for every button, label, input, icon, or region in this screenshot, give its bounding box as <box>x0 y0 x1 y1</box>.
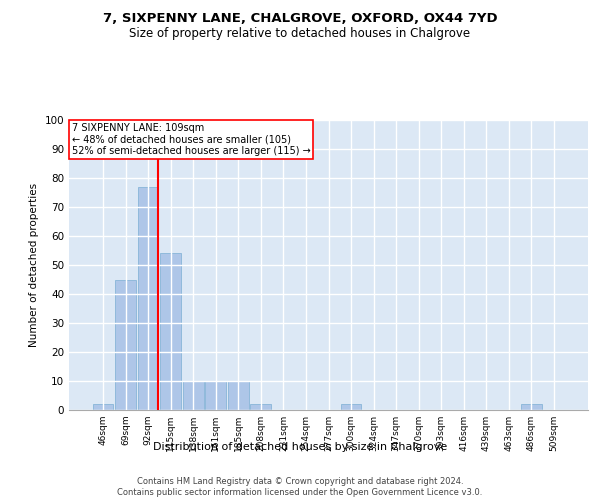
Bar <box>92 404 113 410</box>
Bar <box>183 381 203 410</box>
Bar <box>228 381 248 410</box>
Bar <box>521 404 542 410</box>
Y-axis label: Number of detached properties: Number of detached properties <box>29 183 39 347</box>
Text: Size of property relative to detached houses in Chalgrove: Size of property relative to detached ho… <box>130 28 470 40</box>
Bar <box>160 254 181 410</box>
Bar <box>137 186 158 410</box>
Text: Distribution of detached houses by size in Chalgrove: Distribution of detached houses by size … <box>153 442 447 452</box>
Text: Contains HM Land Registry data © Crown copyright and database right 2024.: Contains HM Land Registry data © Crown c… <box>137 476 463 486</box>
Text: 7, SIXPENNY LANE, CHALGROVE, OXFORD, OX44 7YD: 7, SIXPENNY LANE, CHALGROVE, OXFORD, OX4… <box>103 12 497 26</box>
Bar <box>341 404 361 410</box>
Text: 7 SIXPENNY LANE: 109sqm
← 48% of detached houses are smaller (105)
52% of semi-d: 7 SIXPENNY LANE: 109sqm ← 48% of detache… <box>71 123 310 156</box>
Bar <box>205 381 226 410</box>
Text: Contains public sector information licensed under the Open Government Licence v3: Contains public sector information licen… <box>118 488 482 497</box>
Bar <box>115 280 136 410</box>
Bar <box>250 404 271 410</box>
